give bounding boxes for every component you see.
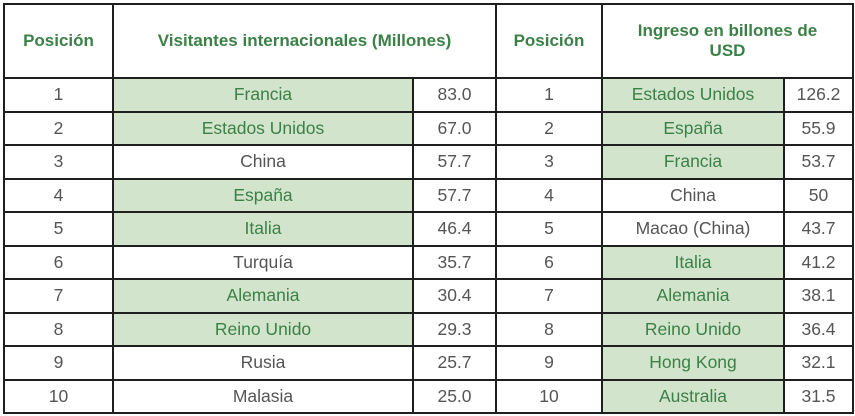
income-country-cell: Australia — [601, 378, 785, 414]
position-left-cell: 6 — [3, 244, 114, 280]
income-value-cell: 32.1 — [782, 345, 855, 381]
visitor-country-cell: China — [112, 144, 414, 180]
position-right-cell: 3 — [495, 144, 603, 180]
income-value-cell: 31.5 — [782, 378, 855, 414]
income-country-cell: España — [601, 110, 785, 146]
position-right-cell: 4 — [495, 177, 603, 213]
table-row: 7 Alemania 30.4 7 Alemania 38.1 — [3, 278, 855, 314]
income-value-cell: 53.7 — [782, 144, 855, 180]
income-value-cell: 41.2 — [782, 244, 855, 280]
table-row: 8 Reino Unido 29.3 8 Reino Unido 36.4 — [3, 311, 855, 347]
table-row: 4 España 57.7 4 China 50 — [3, 177, 855, 213]
position-right-cell: 9 — [495, 345, 603, 381]
visitors-value-cell: 83.0 — [412, 77, 497, 113]
position-left-cell: 8 — [3, 311, 114, 347]
visitor-country-cell: Malasia — [112, 378, 414, 414]
position-left-cell: 5 — [3, 211, 114, 247]
income-value-cell: 126.2 — [782, 77, 855, 113]
income-country-cell: Hong Kong — [601, 345, 785, 381]
position-right-cell: 6 — [495, 244, 603, 280]
income-country-cell: Estados Unidos — [601, 77, 785, 113]
income-value-cell: 36.4 — [782, 311, 855, 347]
income-country-cell: Francia — [601, 144, 785, 180]
income-value-cell: 43.7 — [782, 211, 855, 247]
position-right-cell: 8 — [495, 311, 603, 347]
visitor-country-cell: Francia — [112, 77, 414, 113]
table-row: 3 China 57.7 3 Francia 53.7 — [3, 144, 855, 180]
visitors-value-cell: 67.0 — [412, 110, 497, 146]
position-right-cell: 7 — [495, 278, 603, 314]
income-country-cell: Alemania — [601, 278, 785, 314]
income-country-cell: Macao (China) — [601, 211, 785, 247]
position-right-cell: 10 — [495, 378, 603, 414]
header-visitors: Visitantes internacionales (Millones) — [112, 3, 497, 79]
visitor-country-cell: Reino Unido — [112, 311, 414, 347]
visitors-value-cell: 30.4 — [412, 278, 497, 314]
income-country-cell: China — [601, 177, 785, 213]
header-row: Posición Visitantes internacionales (Mil… — [3, 3, 855, 79]
visitors-value-cell: 57.7 — [412, 177, 497, 213]
position-right-cell: 2 — [495, 110, 603, 146]
visitor-country-cell: Turquía — [112, 244, 414, 280]
position-left-cell: 1 — [3, 77, 114, 113]
header-income: Ingreso en billones de USD — [600, 3, 855, 79]
visitor-country-cell: Italia — [112, 211, 414, 247]
position-left-cell: 4 — [3, 177, 114, 213]
table-row: 6 Turquía 35.7 6 Italia 41.2 — [3, 244, 855, 280]
visitor-country-cell: España — [112, 177, 414, 213]
table-row: 9 Rusia 25.7 9 Hong Kong 32.1 — [3, 345, 855, 381]
visitor-country-cell: Estados Unidos — [112, 110, 414, 146]
position-left-cell: 2 — [3, 110, 114, 146]
income-value-cell: 50 — [782, 177, 855, 213]
header-position-right: Posición — [495, 3, 603, 79]
visitors-value-cell: 25.0 — [412, 378, 497, 414]
table-row: 5 Italia 46.4 5 Macao (China) 43.7 — [3, 211, 855, 247]
income-country-cell: Italia — [601, 244, 785, 280]
visitor-country-cell: Rusia — [112, 345, 414, 381]
income-value-cell: 55.9 — [782, 110, 855, 146]
visitor-country-cell: Alemania — [112, 278, 414, 314]
position-left-cell: 7 — [3, 278, 114, 314]
income-value-cell: 38.1 — [782, 278, 855, 314]
income-country-cell: Reino Unido — [601, 311, 785, 347]
table-row: 2 Estados Unidos 67.0 2 España 55.9 — [3, 110, 855, 146]
visitors-value-cell: 46.4 — [412, 211, 497, 247]
visitors-value-cell: 57.7 — [412, 144, 497, 180]
visitors-value-cell: 29.3 — [412, 311, 497, 347]
tourism-ranking-table: Posición Visitantes internacionales (Mil… — [3, 3, 855, 414]
header-position-left: Posición — [3, 3, 114, 79]
position-left-cell: 10 — [3, 378, 114, 414]
visitors-value-cell: 25.7 — [412, 345, 497, 381]
table-row: 10 Malasia 25.0 10 Australia 31.5 — [3, 378, 855, 414]
table-body: 1 Francia 83.0 1 Estados Unidos 126.2 2 … — [3, 77, 855, 414]
position-left-cell: 9 — [3, 345, 114, 381]
visitors-value-cell: 35.7 — [412, 244, 497, 280]
position-left-cell: 3 — [3, 144, 114, 180]
table-row: 1 Francia 83.0 1 Estados Unidos 126.2 — [3, 77, 855, 113]
position-right-cell: 1 — [495, 77, 603, 113]
position-right-cell: 5 — [495, 211, 603, 247]
